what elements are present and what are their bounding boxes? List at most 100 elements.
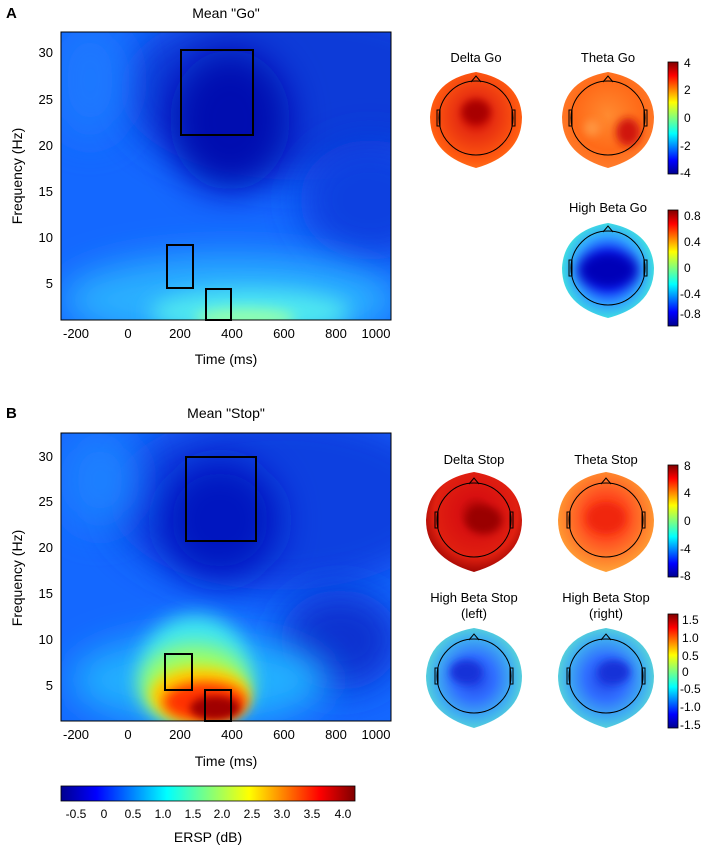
panel-b-ylabel: Frequency (Hz) xyxy=(9,530,25,626)
svg-text:0.5: 0.5 xyxy=(125,807,142,821)
topo-theta-stop xyxy=(558,472,654,572)
x-tick--200: -200 xyxy=(63,326,89,341)
svg-text:8: 8 xyxy=(684,459,691,473)
panel-a-ylabel: Frequency (Hz) xyxy=(9,128,25,224)
topo-delta-go xyxy=(430,72,522,168)
svg-text:10: 10 xyxy=(39,632,53,647)
svg-text:-0.8: -0.8 xyxy=(680,307,701,321)
panel-b-title: Mean "Stop" xyxy=(187,405,265,421)
topo-delta-stop xyxy=(426,472,522,572)
svg-text:200: 200 xyxy=(169,727,191,742)
colorbar-stop-1: 8 4 0 -4 -8 xyxy=(667,459,691,583)
svg-text:4: 4 xyxy=(684,486,691,500)
x-ticks-go: -200 0 200 400 600 800 1000 xyxy=(63,326,390,341)
topo-title-high-beta-stop-right: High Beta Stop xyxy=(562,590,649,605)
topo-title-theta-stop: Theta Stop xyxy=(574,452,638,467)
svg-text:4: 4 xyxy=(684,56,691,70)
x-tick-1000: 1000 xyxy=(362,326,391,341)
ersp-colorbar: -0.5 0 0.5 1.0 1.5 2.0 2.5 3.0 3.5 4.0 E… xyxy=(60,785,356,845)
svg-text:0: 0 xyxy=(684,261,691,275)
topo-high-beta-stop-right xyxy=(558,628,654,728)
svg-text:15: 15 xyxy=(39,586,53,601)
svg-text:4.0: 4.0 xyxy=(335,807,352,821)
colorbar-stop-2: 1.5 1.0 0.5 0 -0.5 -1.0 -1.5 xyxy=(667,613,701,732)
svg-text:-0.4: -0.4 xyxy=(680,287,701,301)
panel-a-xlabel: Time (ms) xyxy=(195,351,257,367)
colorbar-go-1: 4 2 0 -2 -4 xyxy=(667,56,691,180)
x-ticks-stop: -200 0 200 400 600 800 1000 xyxy=(63,727,390,742)
svg-text:2.0: 2.0 xyxy=(214,807,231,821)
svg-text:0.4: 0.4 xyxy=(684,235,701,249)
svg-text:600: 600 xyxy=(273,727,295,742)
colorbar-go-2: 0.8 0.4 0 -0.4 -0.8 xyxy=(667,209,701,327)
svg-text:0.5: 0.5 xyxy=(682,649,699,663)
svg-text:0: 0 xyxy=(684,514,691,528)
svg-text:1.5: 1.5 xyxy=(682,613,699,627)
box-stop-high-beta xyxy=(185,456,257,542)
x-tick-200: 200 xyxy=(169,326,191,341)
y-tick-15: 15 xyxy=(39,184,53,199)
topo-title-high-beta-stop-left: High Beta Stop xyxy=(430,590,517,605)
heatmap-go xyxy=(61,32,391,320)
box-stop-delta xyxy=(204,689,232,722)
y-tick-10: 10 xyxy=(39,230,53,245)
y-tick-5: 5 xyxy=(46,276,53,291)
topo-title-right-suffix: (right) xyxy=(589,606,623,621)
ersp-label: ERSP (dB) xyxy=(174,829,242,845)
svg-text:800: 800 xyxy=(325,727,347,742)
topo-high-beta-stop-left xyxy=(426,628,522,728)
svg-text:-0.5: -0.5 xyxy=(66,807,87,821)
svg-text:0: 0 xyxy=(684,111,691,125)
x-tick-400: 400 xyxy=(221,326,243,341)
x-tick-800: 800 xyxy=(325,326,347,341)
box-go-theta xyxy=(166,244,194,289)
heatmap-stop xyxy=(61,433,391,721)
y-ticks-go: 30 25 20 15 10 5 xyxy=(39,45,53,291)
svg-text:3.0: 3.0 xyxy=(274,807,291,821)
x-tick-600: 600 xyxy=(273,326,295,341)
y-tick-30: 30 xyxy=(39,45,53,60)
panel-b-xlabel: Time (ms) xyxy=(195,753,257,769)
x-tick-0: 0 xyxy=(124,326,131,341)
box-go-delta xyxy=(205,288,232,321)
y-tick-25: 25 xyxy=(39,92,53,107)
svg-text:3.5: 3.5 xyxy=(304,807,321,821)
svg-text:30: 30 xyxy=(39,449,53,464)
svg-text:-4: -4 xyxy=(680,542,691,556)
topo-high-beta-go xyxy=(562,223,654,318)
svg-text:1.0: 1.0 xyxy=(155,807,172,821)
svg-text:-1.5: -1.5 xyxy=(680,718,701,732)
svg-text:-2: -2 xyxy=(680,139,691,153)
svg-text:1000: 1000 xyxy=(362,727,391,742)
svg-text:-0.5: -0.5 xyxy=(680,682,701,696)
svg-text:-8: -8 xyxy=(680,569,691,583)
panel-a-title: Mean "Go" xyxy=(192,5,260,21)
svg-text:1.5: 1.5 xyxy=(185,807,202,821)
panel-a-letter: A xyxy=(6,5,17,22)
svg-text:-4: -4 xyxy=(680,166,691,180)
svg-text:2.5: 2.5 xyxy=(244,807,261,821)
svg-text:20: 20 xyxy=(39,540,53,555)
topo-title-delta-go: Delta Go xyxy=(450,50,501,65)
svg-text:1.0: 1.0 xyxy=(682,631,699,645)
y-tick-20: 20 xyxy=(39,138,53,153)
panel-b-letter: B xyxy=(6,405,17,422)
svg-text:-200: -200 xyxy=(63,727,89,742)
svg-text:5: 5 xyxy=(46,678,53,693)
svg-text:2: 2 xyxy=(684,83,691,97)
topo-title-high-beta-go: High Beta Go xyxy=(569,200,647,215)
topo-title-delta-stop: Delta Stop xyxy=(444,452,505,467)
svg-text:400: 400 xyxy=(221,727,243,742)
box-go-high-beta xyxy=(180,49,254,136)
box-stop-theta xyxy=(164,653,193,691)
svg-text:0.8: 0.8 xyxy=(684,209,701,223)
svg-text:0: 0 xyxy=(124,727,131,742)
svg-text:25: 25 xyxy=(39,494,53,509)
topo-theta-go xyxy=(562,72,654,168)
topo-title-theta-go: Theta Go xyxy=(581,50,635,65)
svg-text:0: 0 xyxy=(682,665,689,679)
svg-text:-1.0: -1.0 xyxy=(680,700,701,714)
y-ticks-stop: 30 25 20 15 10 5 xyxy=(39,449,53,693)
svg-text:0: 0 xyxy=(101,807,108,821)
